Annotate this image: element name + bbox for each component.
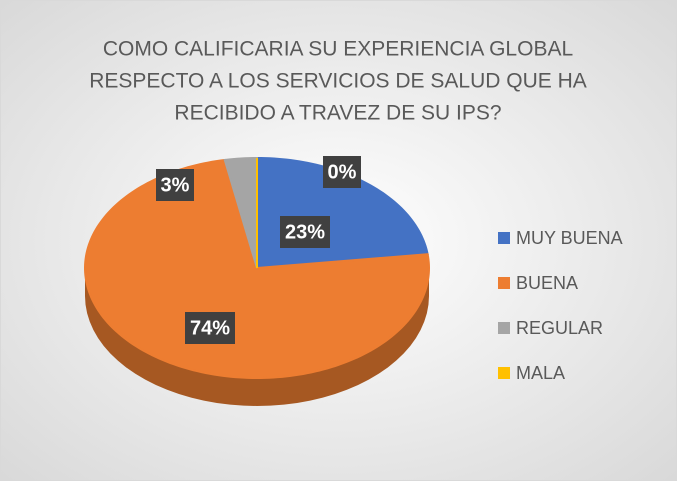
legend-swatch — [498, 322, 510, 334]
chart-title: RECIBIDO A TRAVEZ DE SU IPS? — [174, 102, 501, 125]
legend-swatch — [498, 232, 510, 244]
legend-label: REGULAR — [516, 318, 603, 338]
legend-swatch — [498, 367, 510, 379]
legend-label: BUENA — [516, 273, 578, 293]
chart-title: RESPECTO A LOS SERVICIOS DE SALUD QUE HA — [89, 70, 587, 93]
labels: 23% 74% 3% 0% — [156, 156, 361, 344]
data-label: 74% — [190, 317, 230, 339]
legend-label: MUY BUENA — [516, 228, 623, 248]
slice — [223, 156, 258, 269]
data-label-box — [185, 312, 235, 344]
slice-side — [85, 268, 429, 406]
data-label: 0% — [328, 161, 357, 183]
pie — [84, 156, 431, 406]
slice — [84, 158, 431, 379]
data-label-box — [280, 216, 330, 248]
data-label-box — [323, 156, 361, 188]
legend-label: MALA — [516, 363, 565, 383]
legend-swatch — [498, 277, 510, 289]
data-label: 23% — [285, 221, 325, 243]
chart-title: COMO CALIFICARIA SU EXPERIENCIA GLOBAL — [103, 38, 573, 61]
data-label: 3% — [161, 174, 190, 196]
data-label-box — [156, 169, 194, 201]
